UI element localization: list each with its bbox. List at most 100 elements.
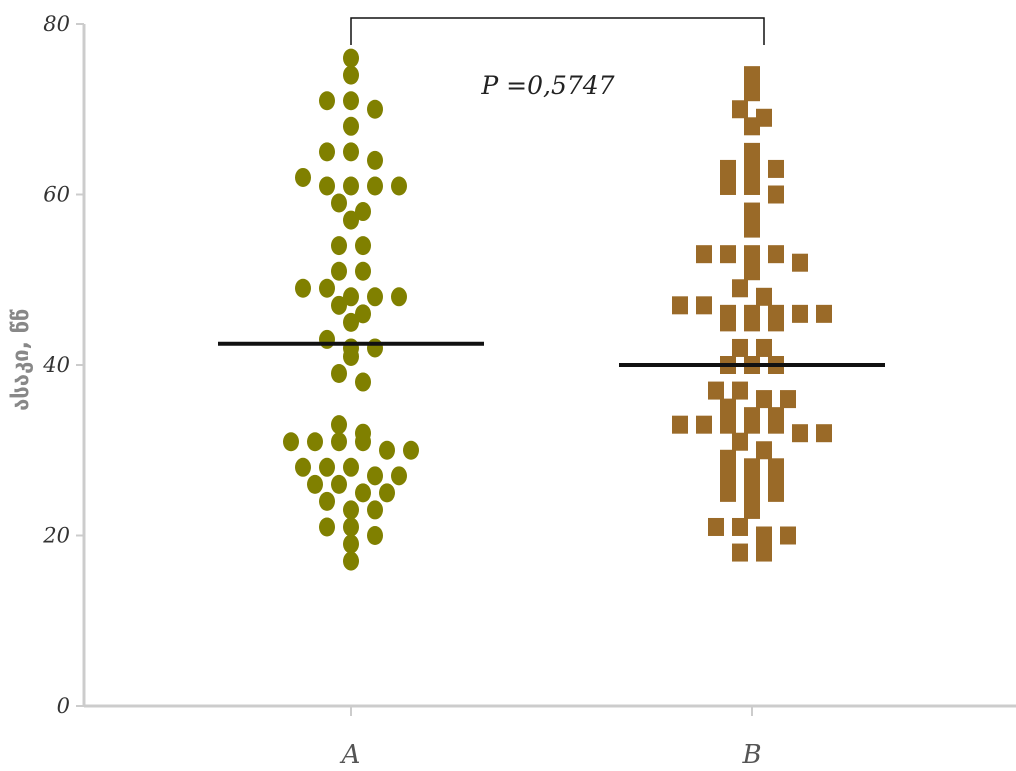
- point-a: [367, 526, 383, 545]
- point-b: [720, 415, 736, 434]
- point-a: [343, 116, 359, 136]
- point-a: [343, 176, 359, 196]
- point-a: [343, 500, 359, 520]
- point-a: [403, 440, 419, 460]
- point-a: [295, 167, 311, 187]
- point-b: [732, 279, 748, 298]
- point-a: [319, 329, 335, 349]
- point-a: [319, 142, 335, 162]
- point-a: [343, 65, 359, 85]
- point-a: [319, 517, 335, 537]
- point-a: [343, 457, 359, 477]
- point-a: [343, 534, 359, 554]
- data-points: [283, 48, 832, 571]
- point-a: [331, 432, 347, 452]
- point-b: [744, 176, 760, 195]
- point-b: [744, 219, 760, 238]
- point-b: [732, 338, 748, 357]
- point-b: [792, 304, 808, 323]
- point-b: [756, 287, 772, 306]
- point-a: [367, 287, 383, 307]
- point-b: [672, 415, 688, 434]
- point-b: [768, 185, 784, 204]
- point-b: [768, 415, 784, 434]
- point-a: [319, 278, 335, 298]
- point-a: [331, 295, 347, 315]
- point-a: [307, 432, 323, 452]
- point-b: [744, 142, 760, 161]
- point-b: [720, 466, 736, 485]
- point-b: [720, 245, 736, 264]
- point-a: [343, 142, 359, 162]
- point-b: [720, 159, 736, 178]
- point-b: [780, 526, 796, 545]
- point-b: [744, 415, 760, 434]
- point-b: [744, 262, 760, 281]
- point-b: [780, 390, 796, 409]
- point-b: [720, 176, 736, 195]
- point-a: [295, 457, 311, 477]
- point-b: [744, 313, 760, 332]
- point-a: [343, 91, 359, 111]
- point-b: [732, 100, 748, 119]
- significance-bracket: P =0,5747: [350, 17, 765, 100]
- point-b: [696, 415, 712, 434]
- point-a: [331, 261, 347, 281]
- point-b: [696, 296, 712, 315]
- y-tick-label: 40: [42, 353, 70, 377]
- point-a: [343, 210, 359, 230]
- point-b: [720, 449, 736, 468]
- point-a: [367, 176, 383, 196]
- point-b: [732, 517, 748, 536]
- point-a: [367, 99, 383, 119]
- point-a: [343, 48, 359, 68]
- point-a: [319, 176, 335, 196]
- point-a: [331, 193, 347, 213]
- point-a: [355, 304, 371, 324]
- point-a: [391, 176, 407, 196]
- point-b: [768, 159, 784, 178]
- y-axis-title: ასაკი, წწ: [9, 309, 34, 411]
- point-a: [307, 474, 323, 494]
- point-b: [744, 500, 760, 519]
- point-a: [343, 517, 359, 537]
- point-a: [343, 312, 359, 332]
- point-b: [744, 159, 760, 178]
- point-a: [367, 466, 383, 486]
- point-a: [391, 466, 407, 486]
- point-b: [768, 313, 784, 332]
- point-b: [720, 313, 736, 332]
- point-b: [744, 117, 760, 136]
- point-a: [391, 287, 407, 307]
- point-a: [367, 500, 383, 520]
- y-tick-label: 80: [43, 12, 70, 36]
- point-b: [768, 458, 784, 477]
- point-b: [744, 458, 760, 477]
- point-b: [708, 517, 724, 536]
- point-a: [355, 236, 371, 256]
- point-a: [367, 150, 383, 170]
- mean-lines: [218, 341, 885, 367]
- point-a: [319, 457, 335, 477]
- point-b: [732, 432, 748, 451]
- point-a: [367, 338, 383, 358]
- point-b: [744, 483, 760, 502]
- point-b: [708, 381, 724, 400]
- point-a: [295, 278, 311, 298]
- point-a: [355, 372, 371, 392]
- point-b: [816, 424, 832, 443]
- point-b: [672, 296, 688, 315]
- point-b: [732, 543, 748, 562]
- point-b: [744, 83, 760, 102]
- point-b: [756, 390, 772, 409]
- point-b: [744, 245, 760, 264]
- point-b: [792, 424, 808, 443]
- point-b: [756, 543, 772, 562]
- point-a: [319, 491, 335, 511]
- point-b: [756, 441, 772, 460]
- point-b: [732, 381, 748, 400]
- bracket-line: [350, 17, 765, 45]
- point-b: [768, 245, 784, 264]
- point-b: [816, 304, 832, 323]
